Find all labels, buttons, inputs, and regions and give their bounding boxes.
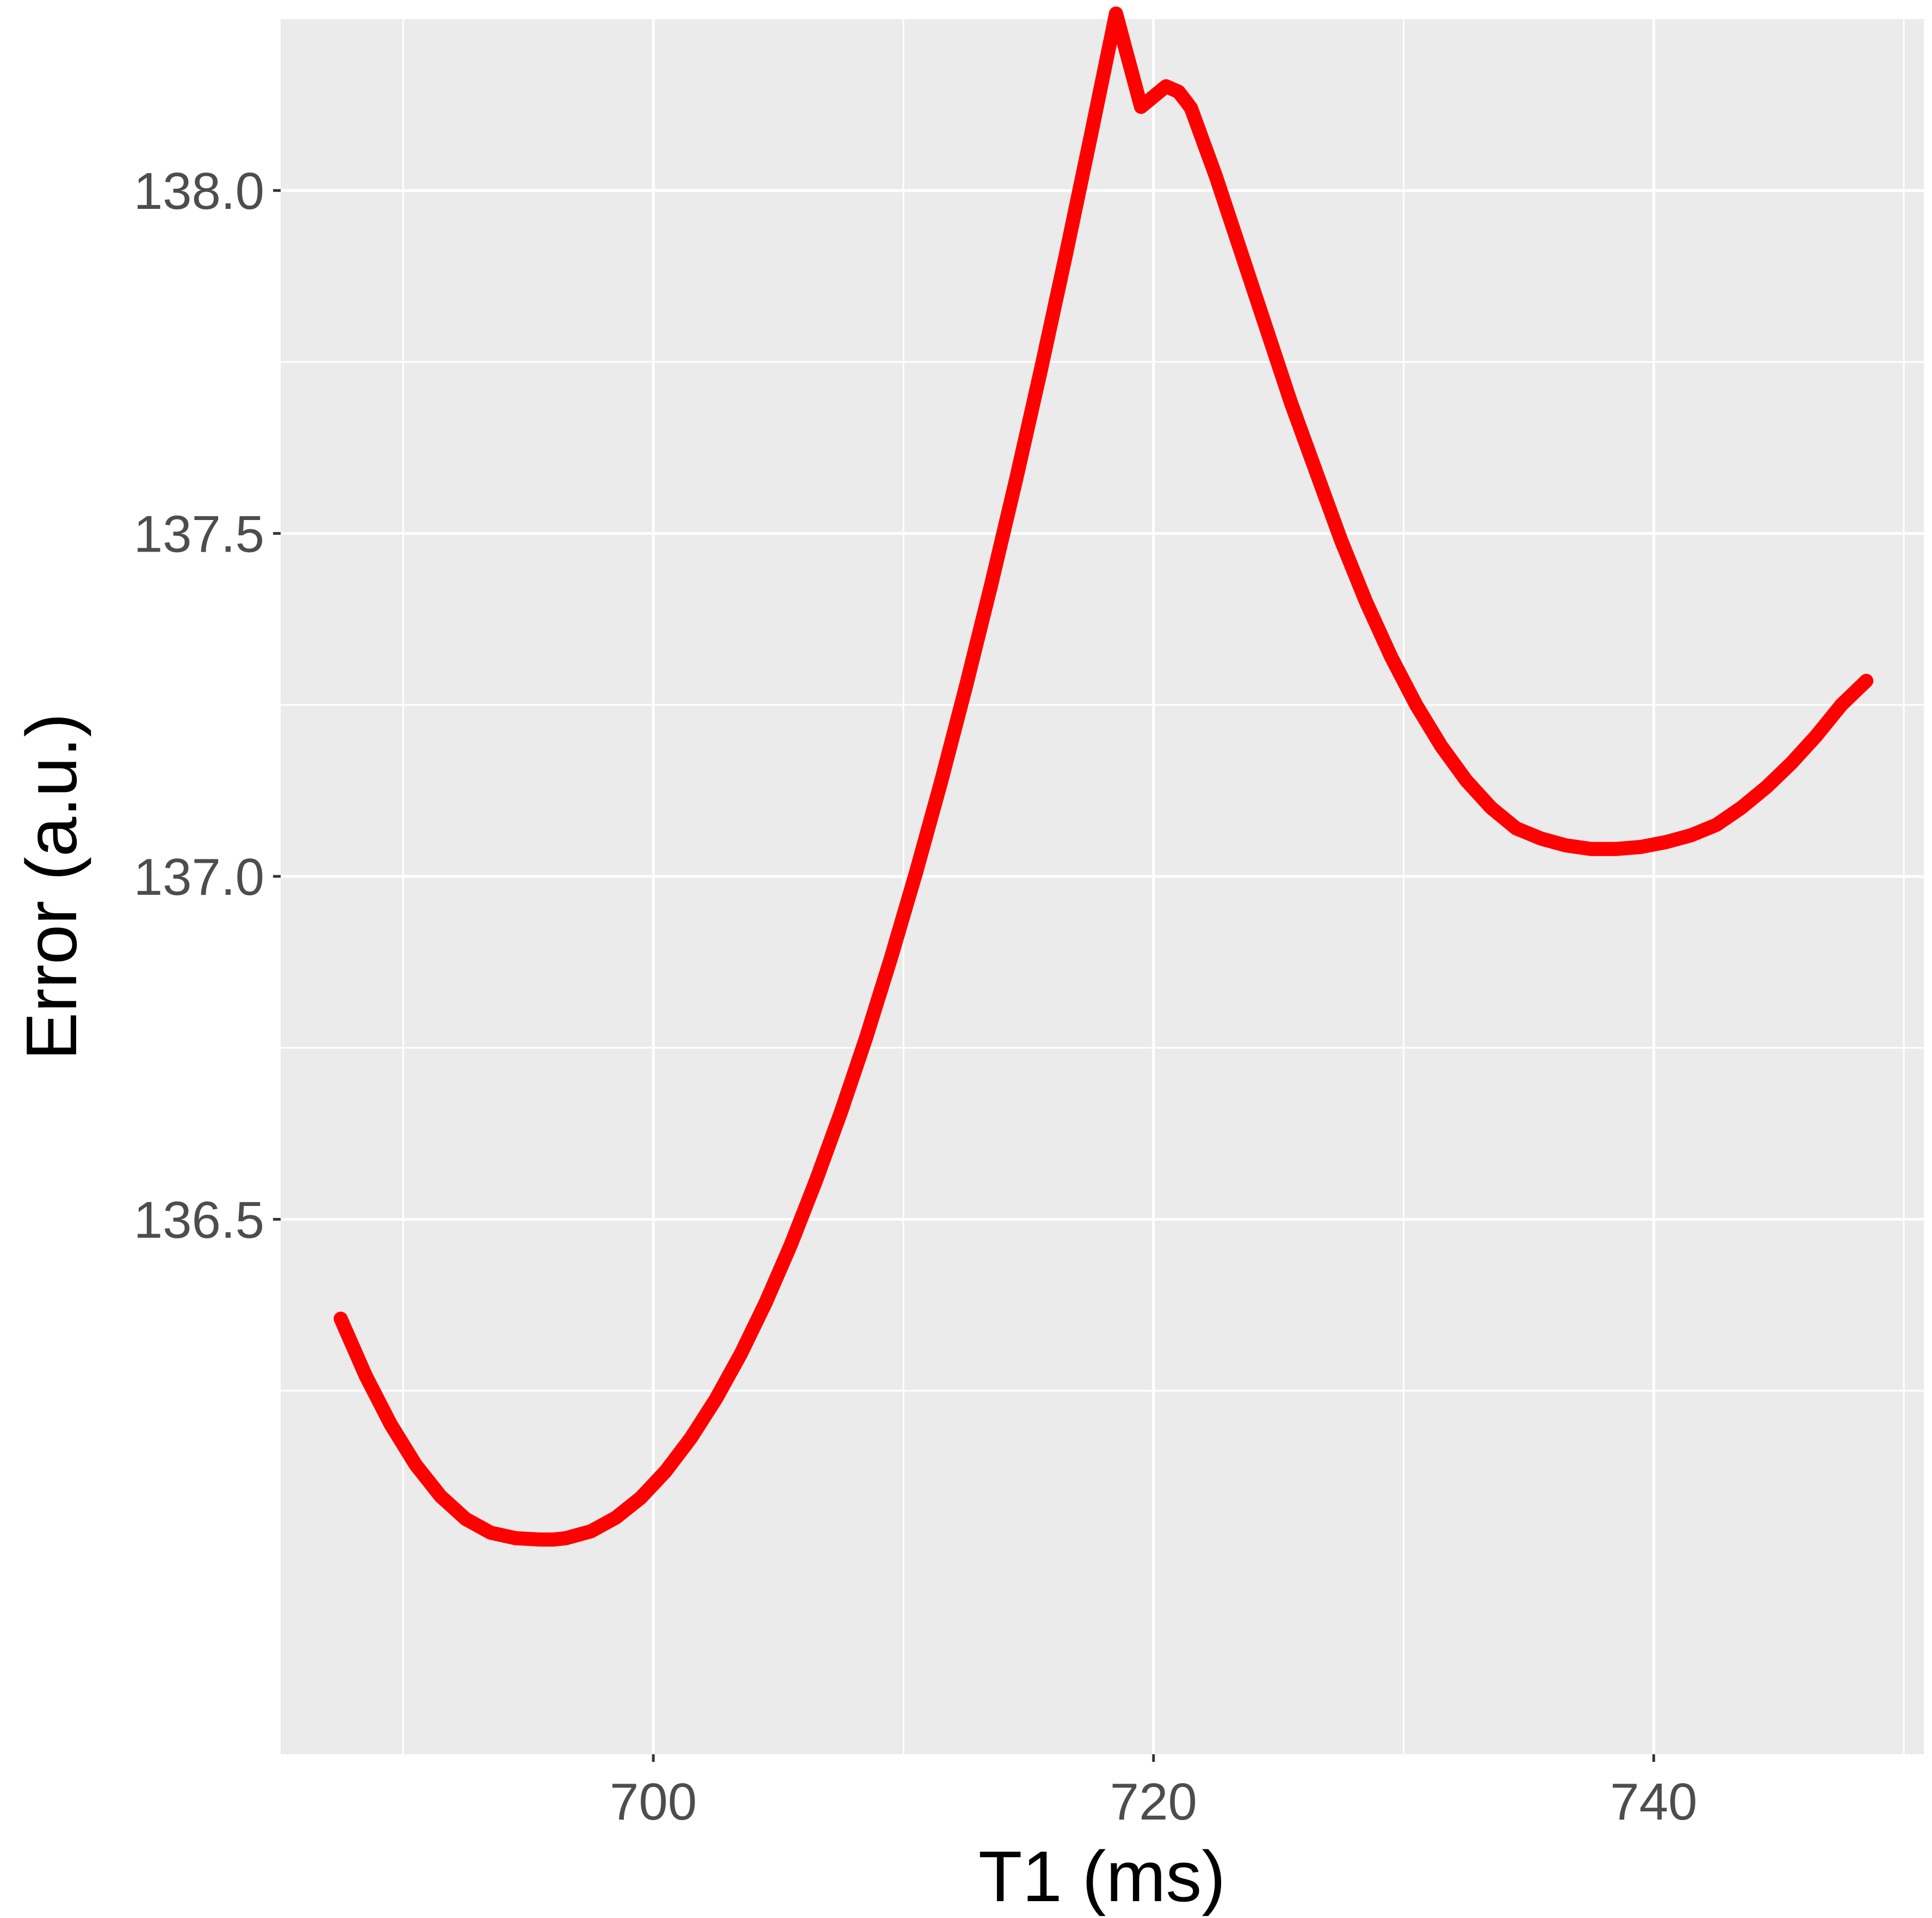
grid-major bbox=[281, 19, 1924, 1754]
y-tick-label: 137.0 bbox=[134, 848, 264, 906]
y-tick-label: 138.0 bbox=[134, 162, 264, 220]
tick-labels: 700 720 740 136.5 137.0 137.5 138.0 bbox=[134, 162, 1698, 1831]
x-tick-label: 740 bbox=[1610, 1773, 1697, 1831]
x-tick-label: 720 bbox=[1110, 1773, 1197, 1831]
plot-panel bbox=[281, 19, 1924, 1754]
y-axis-title: Error (a.u.) bbox=[11, 713, 91, 1060]
series-line bbox=[333, 6, 1874, 1547]
y-tick-label: 136.5 bbox=[134, 1191, 264, 1249]
x-axis-title: T1 (ms) bbox=[979, 1836, 1226, 1916]
grid-minor bbox=[281, 19, 1924, 1754]
axis-ticks bbox=[273, 189, 1655, 1762]
y-tick-label: 137.5 bbox=[134, 505, 264, 564]
x-tick-label: 700 bbox=[610, 1773, 697, 1831]
series-layer bbox=[333, 6, 1874, 1547]
